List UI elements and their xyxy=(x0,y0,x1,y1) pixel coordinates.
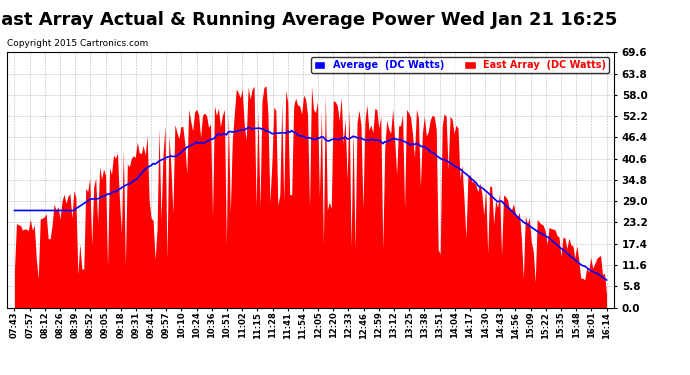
Text: East Array Actual & Running Average Power Wed Jan 21 16:25: East Array Actual & Running Average Powe… xyxy=(0,11,618,29)
Legend: Average  (DC Watts), East Array  (DC Watts): Average (DC Watts), East Array (DC Watts… xyxy=(310,57,609,73)
Text: Copyright 2015 Cartronics.com: Copyright 2015 Cartronics.com xyxy=(7,39,148,48)
